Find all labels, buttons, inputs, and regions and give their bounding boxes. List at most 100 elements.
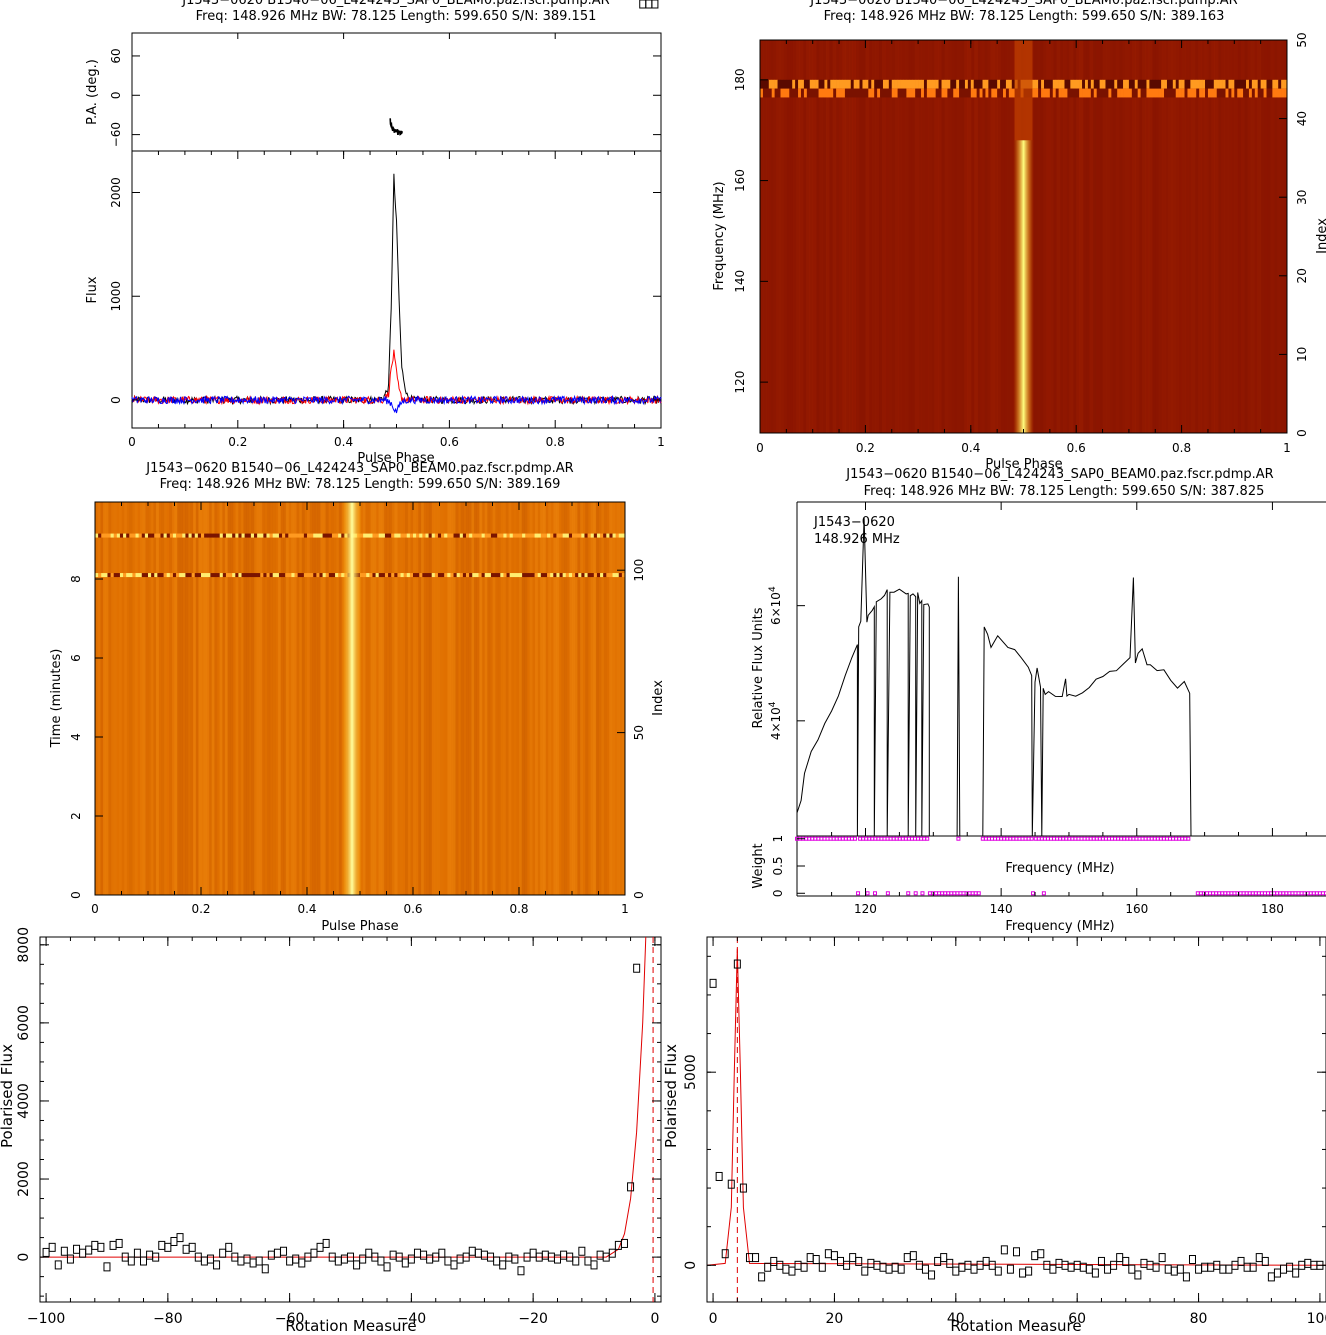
time-phase-rfi-cell [269,533,274,538]
freq-phase-rfi-cell [1207,88,1212,98]
rm-negative-point [261,1264,269,1274]
weight-point-zero [1223,891,1228,896]
weight-point-zero [1217,891,1222,896]
time-phase-noise-column [140,502,144,895]
freq-phase-noise-column [1247,40,1252,433]
rm-negative-point [170,1236,178,1246]
freq-phase-rfi-cell [888,88,893,98]
weight-point-one [1146,836,1151,841]
rm-negative-point [255,1256,263,1266]
time-phase-rfi-cell [413,573,417,578]
time-phase-noise-column [124,502,128,895]
time-phase-rfi-cell [587,573,592,578]
time-phase-noise-column [505,502,509,895]
weight-point-one [843,836,848,841]
freq-phase-noise-column [957,40,962,433]
time-phase-rfi-cell [291,533,295,538]
freq-phase-rfi-cell [1281,88,1285,98]
rm-positive-point [1152,1262,1160,1272]
freq-phase-rfi-cell [777,79,781,89]
time-phase-noise-column [110,502,114,895]
weight-point-one [870,836,875,841]
freq-phase-rfi-cell [871,79,875,89]
weight-point-zero [913,891,918,896]
freq-phase-noise-column [1109,40,1113,433]
weight-point-one [1020,836,1025,841]
freq-phase-noise-column [842,40,847,433]
freq-phase-pulse [1013,140,1034,433]
time-phase-noise-column [439,502,443,895]
rm-negative-point [529,1248,537,1258]
freq-phase-rfi-cell [1240,88,1244,98]
freq-phase-noise-column [769,40,774,433]
time-phase-pulse [342,502,362,895]
freq-phase-noise-column [786,40,790,433]
time-phase-rfi-cell [247,533,252,538]
rm-negative-point [365,1248,373,1258]
time-phase-rfi-cell [372,573,376,578]
time-phase-noise-column [254,502,258,895]
time-phase-rfi-cell [194,533,199,538]
freq-phase-rfi-cell [1216,79,1220,89]
rm-negative-point [310,1248,318,1258]
time-phase-rfi-cell [369,573,373,578]
freq-phase-rfi-cell [1207,79,1212,89]
rm-positive-point [1073,1260,1081,1270]
freq-phase-rfi-cell [991,88,995,98]
freq-phase-noise-column [1211,40,1216,433]
rm-positive-point [903,1253,911,1263]
time-phase-noise-column [564,502,568,895]
time-phase-noise-column [304,502,307,895]
time-phase-rfi-cell [310,533,314,538]
freq-phase-noise-column [792,40,797,433]
freq-phase-rfi-cell [1155,79,1159,89]
rm-positive-point [1031,1251,1039,1261]
time-phase-rfi-cell [325,533,330,538]
freq-phase-rfi-cell [1035,79,1039,89]
weight-point-one [1091,836,1096,841]
time-phase-rfi-cell [578,533,582,538]
freq-phase-rfi-cell [1243,79,1247,89]
freq-phase-rfi-cell [877,79,881,89]
time-phase-y2-tick-label: 100 [632,559,646,582]
freq-phase-rfi-cell [1205,79,1209,89]
time-phase-rfi-cell [428,533,433,538]
freq-phase-rfi-cell [1131,88,1136,98]
time-phase-rfi-cell [275,533,280,538]
freq-phase-rfi-cell [1193,79,1197,89]
time-phase-rfi-cell [297,533,302,538]
freq-phase-rfi-cell [877,88,881,98]
freq-phase-noise-column [1049,40,1054,433]
time-phase-rfi-cell [403,533,408,538]
freq-phase-rfi-cell [1099,88,1103,98]
rm-negative-point [42,1247,50,1257]
freq-phase-rfi-cell [906,79,910,89]
freq-phase-rfi-cell [1149,88,1153,98]
freq-phase-y2-tick-label: 50 [1295,32,1309,47]
freq-phase-rfi-cell [1172,79,1177,89]
freq-phase-rfi-cell [1254,79,1259,89]
profile-y-tick-label: 2000 [109,177,123,208]
time-phase-noise-column [593,502,597,895]
time-phase-noise-column [595,502,599,895]
freq-phase-rfi-cell [1090,88,1095,98]
freq-phase-noise-column [1003,40,1008,433]
time-phase-rfi-cell [509,573,514,578]
freq-phase-noise-column [1007,40,1011,433]
freq-phase-rfi-cell [950,88,954,98]
time-phase-noise-column [534,502,538,895]
time-phase-rfi-cell [543,573,548,578]
freq-phase-rfi-cell [768,79,773,89]
freq-phase-noise-column [944,40,949,433]
freq-phase-noise-column [1043,40,1048,433]
time-phase-rfi-cell [475,573,479,578]
freq-phase-rfi-cell [1084,79,1089,89]
freq-phase-rfi-cell [771,79,775,89]
weight-point-zero [967,891,972,896]
weight-point-zero [1317,891,1322,896]
freq-phase-noise-column [1148,40,1153,433]
weight-point-one [1122,836,1127,841]
freq-phase-rfi-cell [915,79,919,89]
freq-phase-rfi-cell [1093,79,1097,89]
